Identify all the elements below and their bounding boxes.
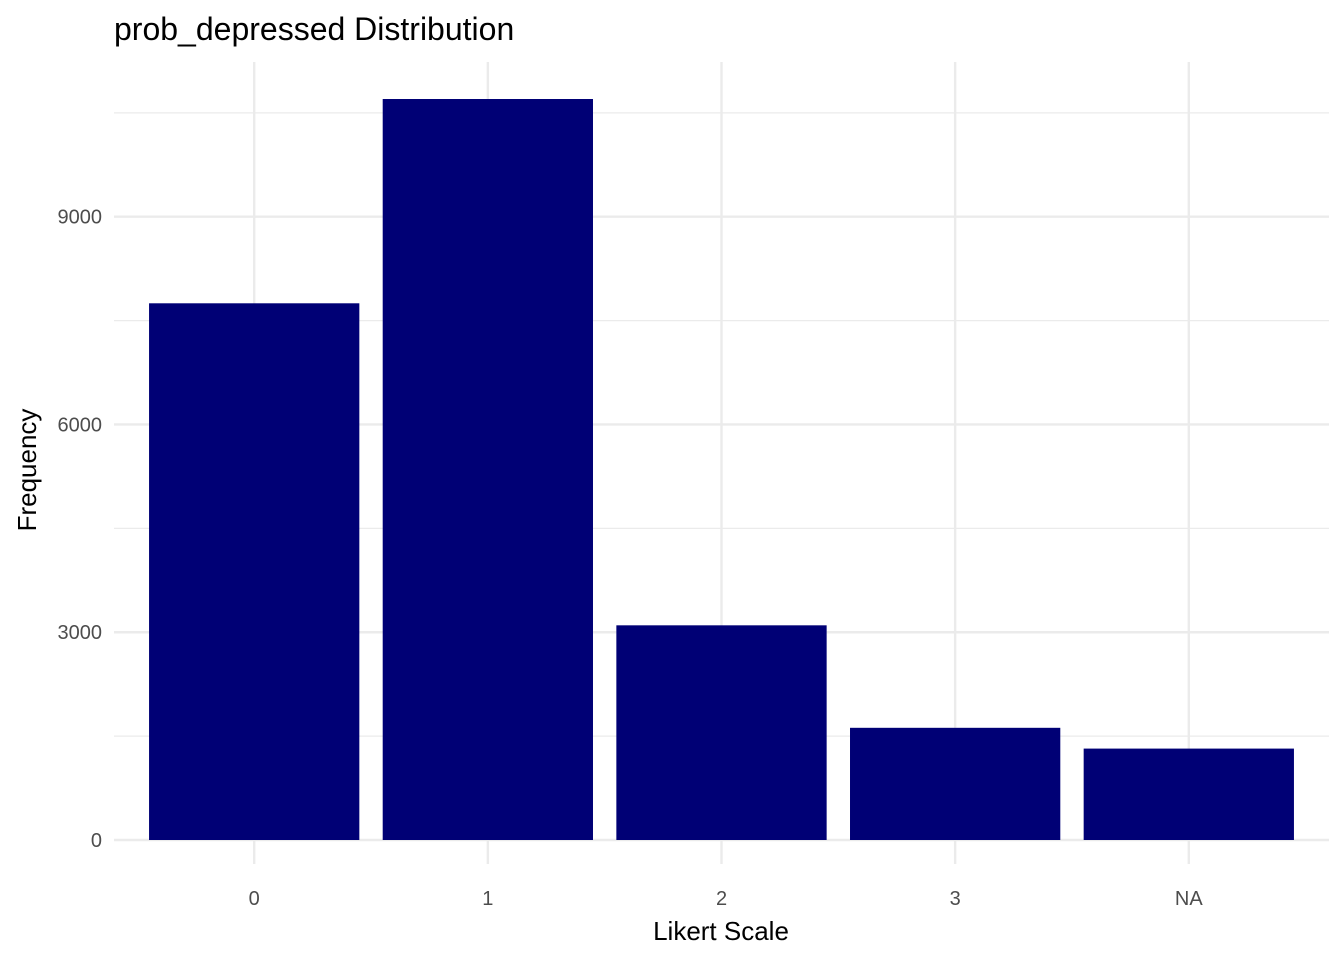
bar-0: [149, 303, 360, 840]
bar-na: [1083, 748, 1294, 840]
x-tick-label: 2: [716, 888, 727, 910]
y-axis-title: Frequency: [12, 409, 42, 532]
bar-2: [616, 625, 827, 840]
x-tick-label: NA: [1175, 888, 1203, 910]
y-tick-label: 9000: [58, 207, 103, 229]
chart-title: prob_depressed Distribution: [114, 11, 514, 47]
y-tick-label: 0: [91, 830, 102, 852]
bar-1: [382, 99, 593, 840]
x-tick-label: 1: [482, 888, 493, 910]
y-tick-label: 3000: [58, 622, 103, 644]
bars: [149, 99, 1294, 840]
bar-3: [850, 727, 1061, 840]
x-tick-label: 3: [950, 888, 961, 910]
x-axis-title: Likert Scale: [653, 916, 789, 946]
x-tick-label: 0: [249, 888, 260, 910]
y-tick-label: 6000: [58, 414, 103, 436]
tick-labels: 0 3000 6000 9000 0 1 2 3 NA: [58, 207, 1204, 910]
